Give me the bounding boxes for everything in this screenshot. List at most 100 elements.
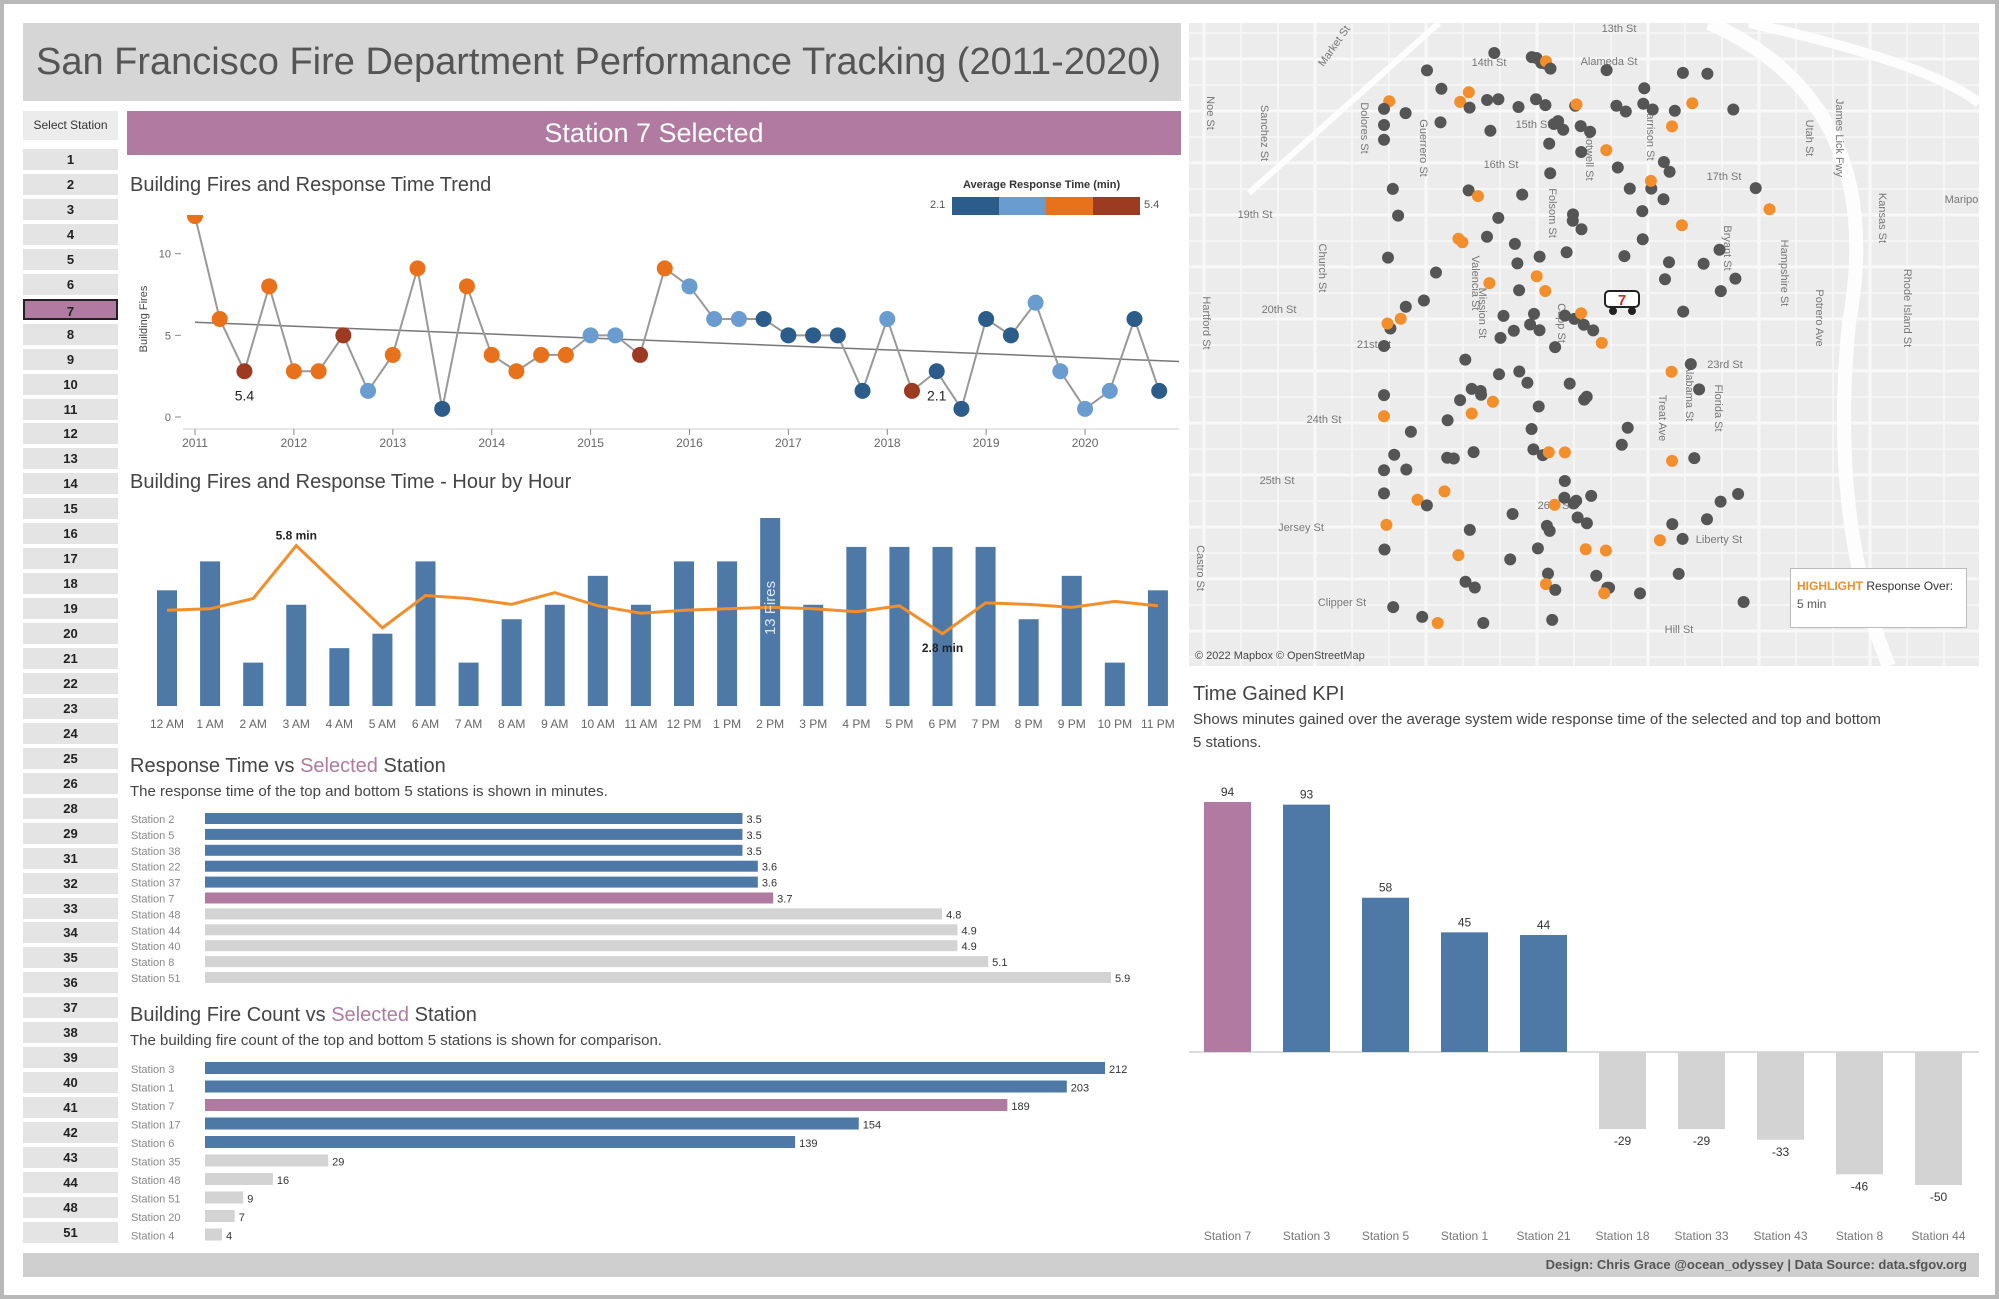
map-incident-highlight[interactable] <box>1570 98 1583 111</box>
station-option-40[interactable]: 40 <box>23 1072 118 1094</box>
station-option-33[interactable]: 33 <box>23 897 118 919</box>
map-incident[interactable] <box>1618 250 1631 263</box>
map-incident[interactable] <box>1668 104 1681 117</box>
map-incident[interactable] <box>1546 613 1559 626</box>
map-incident[interactable] <box>1697 257 1710 270</box>
map-incident[interactable] <box>1459 353 1472 366</box>
map-incident[interactable] <box>1638 82 1651 95</box>
trend-point[interactable] <box>829 327 846 344</box>
trend-point[interactable] <box>854 382 871 399</box>
trend-point[interactable] <box>236 363 253 380</box>
trend-point[interactable] <box>1101 382 1118 399</box>
trend-point[interactable] <box>706 311 723 327</box>
trend-point[interactable] <box>458 278 475 295</box>
map-incident[interactable] <box>1619 105 1632 118</box>
map-incident[interactable] <box>1567 208 1579 221</box>
station-option-26[interactable]: 26 <box>23 772 118 794</box>
map-incident-highlight[interactable] <box>1380 518 1393 531</box>
map-incident[interactable] <box>1488 47 1501 59</box>
hourly-bar[interactable] <box>803 604 824 706</box>
map-incident-highlight[interactable] <box>1675 219 1688 232</box>
map-incident-highlight[interactable] <box>1530 270 1543 283</box>
map-incident[interactable] <box>1636 205 1649 218</box>
map-incident[interactable] <box>1513 365 1526 378</box>
map-incident[interactable] <box>1493 368 1505 381</box>
map-incident-highlight[interactable] <box>1665 365 1678 378</box>
station-option-41[interactable]: 41 <box>23 1097 118 1119</box>
hourly-bar[interactable] <box>415 561 436 706</box>
map-incident[interactable] <box>1701 67 1714 80</box>
station-option-37[interactable]: 37 <box>23 997 118 1019</box>
map-incident[interactable] <box>1484 124 1497 137</box>
map-incident[interactable] <box>1575 223 1588 236</box>
map-incident[interactable] <box>1467 446 1480 459</box>
map-incident-highlight[interactable] <box>1653 534 1666 547</box>
trend-point[interactable] <box>681 278 698 295</box>
trend-point[interactable] <box>928 363 945 380</box>
map-incident-highlight[interactable] <box>1465 407 1478 420</box>
map-incident[interactable] <box>1404 425 1417 438</box>
station-option-12[interactable]: 12 <box>23 423 118 445</box>
station-option-2[interactable]: 2 <box>23 173 118 195</box>
map-incident-highlight[interactable] <box>1548 498 1561 511</box>
map-incident[interactable] <box>1378 487 1390 500</box>
kpi-bar[interactable] <box>1441 932 1488 1052</box>
map-incident[interactable] <box>1558 309 1571 322</box>
hourly-bar[interactable] <box>200 561 221 706</box>
map-incident[interactable] <box>1378 133 1390 146</box>
station-option-8[interactable]: 8 <box>23 323 118 345</box>
hourly-bar[interactable] <box>286 604 307 706</box>
map-incident[interactable] <box>1454 394 1467 407</box>
station-option-6[interactable]: 6 <box>23 273 118 295</box>
trend-point[interactable] <box>1052 363 1069 380</box>
map-incident[interactable] <box>1527 443 1540 456</box>
map-incident[interactable] <box>1462 184 1475 197</box>
map-incident[interactable] <box>1420 499 1433 512</box>
station-option-18[interactable]: 18 <box>23 573 118 595</box>
map-incident[interactable] <box>1684 358 1697 371</box>
kpi-bar[interactable] <box>1520 934 1567 1052</box>
map-incident[interactable] <box>1676 66 1689 79</box>
station-option-3[interactable]: 3 <box>23 198 118 220</box>
map-incident[interactable] <box>1574 120 1587 133</box>
map-incident[interactable] <box>1417 294 1430 307</box>
map-incident[interactable] <box>1382 251 1394 264</box>
map-incident[interactable] <box>1659 273 1671 286</box>
trend-point[interactable] <box>483 346 500 363</box>
trend-point[interactable] <box>187 215 203 225</box>
map-incident[interactable] <box>1430 266 1442 279</box>
map-incident[interactable] <box>1475 388 1488 401</box>
station-map[interactable]: 13th St 14th St 15th St 16th St 17th St 19th … <box>1189 23 1979 666</box>
map-incident-highlight[interactable] <box>1454 95 1467 108</box>
map-incident[interactable] <box>1506 508 1519 520</box>
hbar-bar[interactable] <box>205 908 943 920</box>
station-option-9[interactable]: 9 <box>23 348 118 370</box>
map-incident[interactable] <box>1623 182 1636 195</box>
map-incident[interactable] <box>1543 137 1556 150</box>
hbar-bar[interactable] <box>205 813 743 824</box>
map-incident[interactable] <box>1521 376 1534 389</box>
map-incident-highlight[interactable] <box>1431 617 1444 629</box>
hbar-bar[interactable] <box>205 1080 1067 1093</box>
station-option-13[interactable]: 13 <box>23 448 118 470</box>
trend-point[interactable] <box>1002 327 1019 344</box>
trend-point[interactable] <box>780 327 797 344</box>
map-incident[interactable] <box>1610 99 1623 112</box>
trend-point[interactable] <box>335 327 352 344</box>
hourly-bar[interactable] <box>1018 619 1039 706</box>
hbar-bar[interactable] <box>205 844 743 856</box>
map-incident[interactable] <box>1714 495 1727 508</box>
station-option-14[interactable]: 14 <box>23 473 118 495</box>
station-option-42[interactable]: 42 <box>23 1122 118 1144</box>
map-incident[interactable] <box>1399 107 1412 120</box>
hourly-bar[interactable] <box>975 546 996 706</box>
station-option-48[interactable]: 48 <box>23 1196 118 1218</box>
map-incident[interactable] <box>1512 101 1525 113</box>
map-incident[interactable] <box>1378 102 1390 115</box>
hbar-bar[interactable] <box>205 972 1111 983</box>
map-incident[interactable] <box>1494 331 1507 344</box>
station-option-38[interactable]: 38 <box>23 1022 118 1044</box>
station-option-16[interactable]: 16 <box>23 523 118 545</box>
map-incident-highlight[interactable] <box>1472 190 1484 203</box>
map-incident[interactable] <box>1477 617 1490 629</box>
